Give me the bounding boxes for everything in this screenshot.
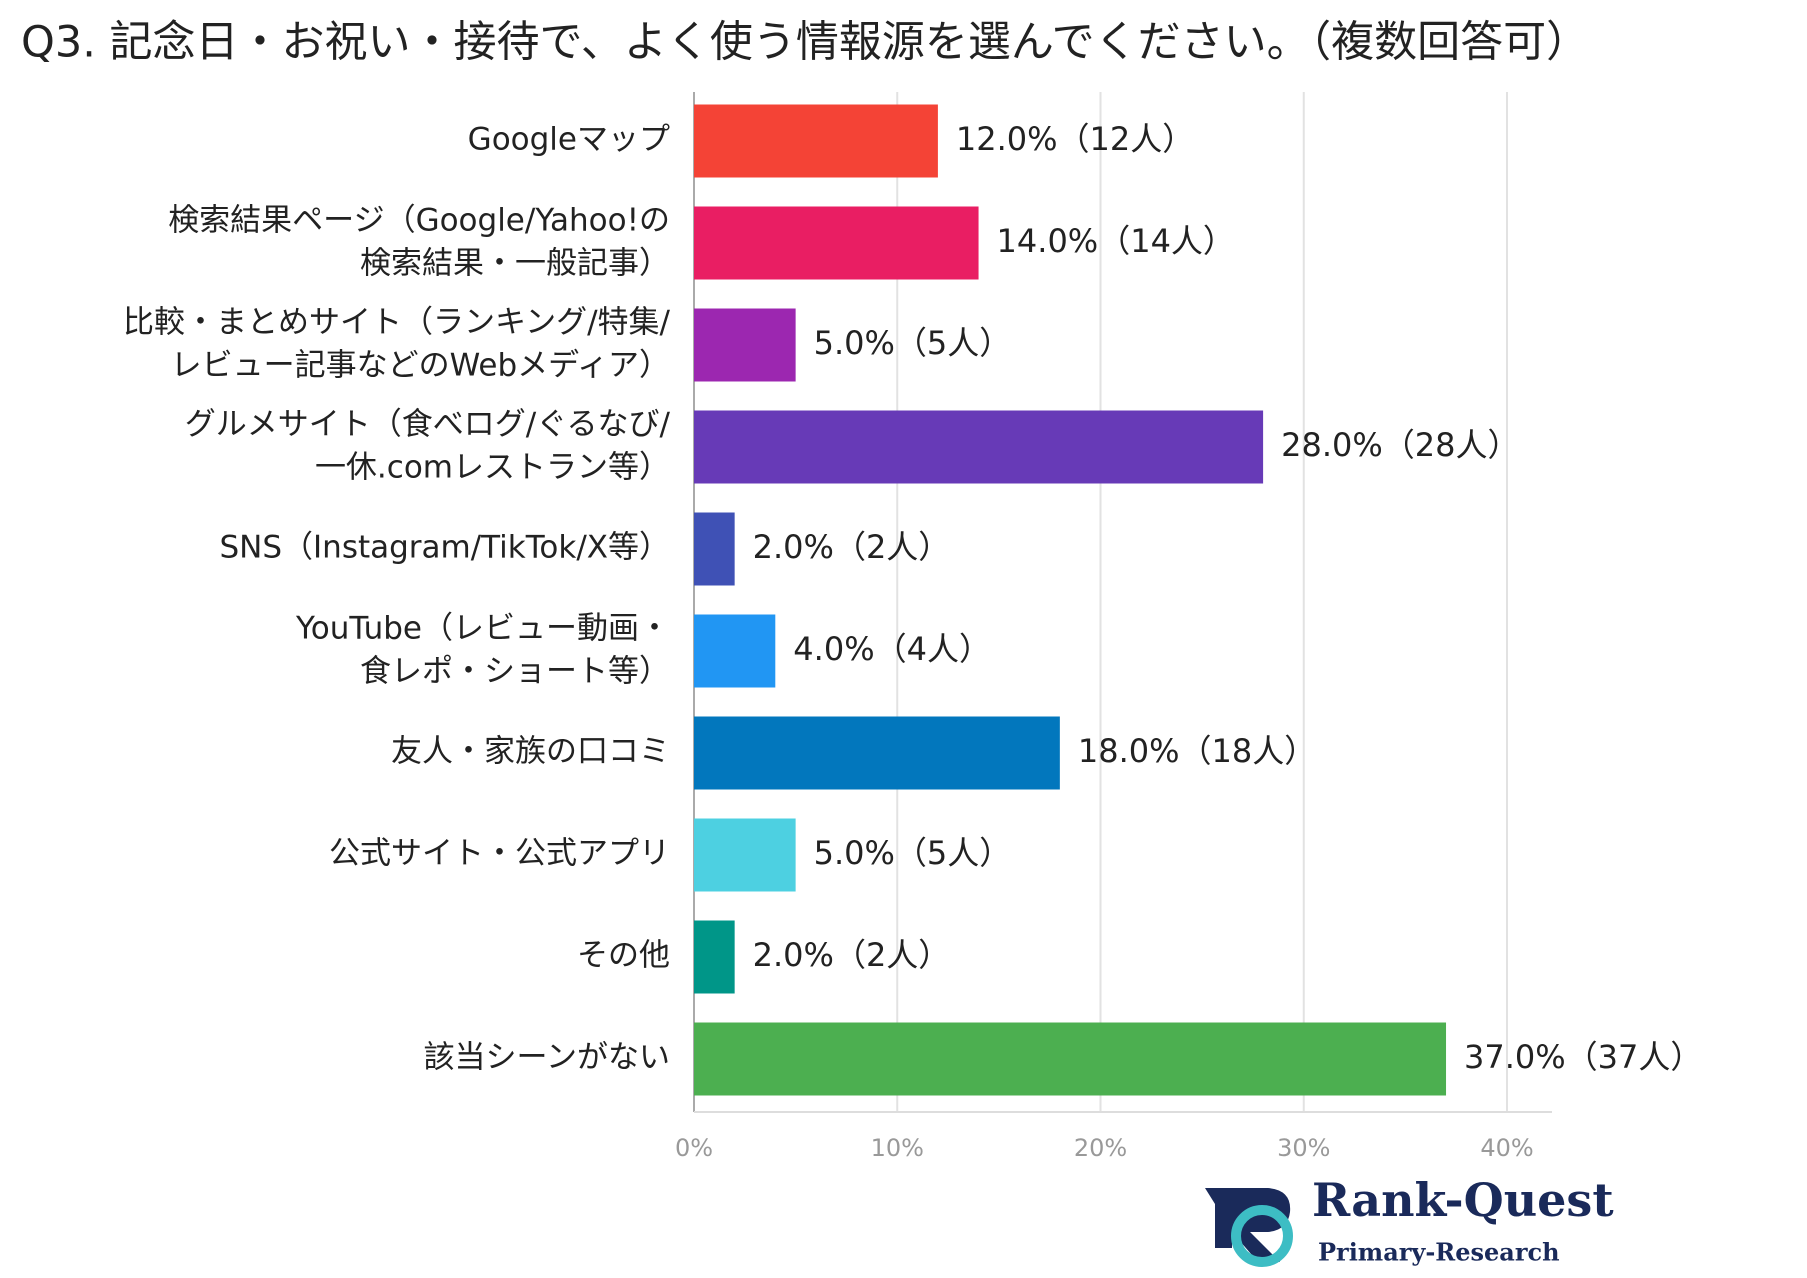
y-tick-label: 公式サイト・公式アプリ (329, 836, 670, 872)
y-tick-label: 該当シーンがない (424, 1040, 670, 1076)
x-tick-label: 30% (1277, 1134, 1330, 1162)
x-tick-label: 10% (871, 1134, 924, 1162)
y-tick-label: SNS（Instagram/TikTok/X等） (219, 530, 670, 566)
bar (694, 716, 1060, 790)
bar (694, 512, 735, 586)
x-tick-label: 0% (675, 1134, 713, 1162)
logo: Rank-Quest Primary-Research (1205, 1173, 1614, 1267)
chart-title: Q3. 記念日・お祝い・接待で、よく使う情報源を選んでください。（複数回答可） (21, 18, 1589, 68)
y-tick-label: グルメサイト（食べログ/ぐるなび/一休.comレストラン等） (185, 406, 671, 485)
value-label: 2.0%（2人） (753, 528, 951, 566)
value-label: 14.0%（14人） (997, 222, 1235, 260)
bar (694, 410, 1264, 484)
bar (694, 920, 735, 994)
y-tick-label: Googleマップ (468, 122, 670, 158)
y-tick-label: その他 (577, 938, 670, 974)
logo-name: Rank-Quest (1312, 1173, 1614, 1227)
value-label: 37.0%（37人） (1464, 1038, 1702, 1076)
y-tick-label: 検索結果ページ（Google/Yahoo!の検索結果・一般記事） (168, 202, 670, 281)
bar (694, 818, 796, 892)
value-label: 18.0%（18人） (1078, 732, 1316, 770)
x-tick-label: 40% (1480, 1134, 1533, 1162)
bar (694, 104, 938, 178)
logo-tagline: Primary-Research (1318, 1238, 1560, 1267)
value-label: 12.0%（12人） (956, 120, 1194, 158)
y-tick-label: 友人・家族の口コミ (391, 734, 670, 770)
value-label: 5.0%（5人） (814, 834, 1012, 872)
y-tick-label: YouTube（レビュー動画・食レポ・ショート等） (295, 610, 670, 689)
bar (694, 614, 776, 688)
y-tick-label: 比較・まとめサイト（ランキング/特集/レビュー記事などのWebメディア） (123, 304, 671, 383)
value-label: 5.0%（5人） (814, 324, 1012, 362)
bar (694, 308, 796, 382)
value-label: 28.0%（28人） (1281, 426, 1519, 464)
logo-icon (1231, 1205, 1293, 1267)
x-tick-label: 20% (1074, 1134, 1127, 1162)
bar (694, 206, 979, 280)
value-label: 2.0%（2人） (753, 936, 951, 974)
value-label: 4.0%（4人） (793, 630, 991, 668)
bar (694, 1022, 1447, 1096)
